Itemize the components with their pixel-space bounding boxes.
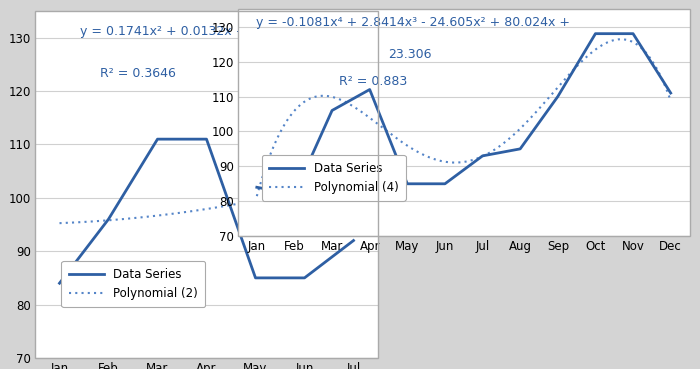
Text: y = -0.1081x⁴ + 2.8414x³ - 24.605x² + 80.024x +: y = -0.1081x⁴ + 2.8414x³ - 24.605x² + 80… bbox=[256, 16, 570, 29]
Text: R² = 0.883: R² = 0.883 bbox=[340, 75, 407, 88]
Text: y = 0.1741x² + 0.0132x + 95.068: y = 0.1741x² + 0.0132x + 95.068 bbox=[80, 25, 293, 38]
Text: 23.306: 23.306 bbox=[388, 48, 431, 61]
Legend: Data Series, Polynomial (2): Data Series, Polynomial (2) bbox=[62, 261, 205, 307]
Text: R² = 0.3646: R² = 0.3646 bbox=[100, 66, 176, 80]
Legend: Data Series, Polynomial (4): Data Series, Polynomial (4) bbox=[262, 155, 406, 201]
